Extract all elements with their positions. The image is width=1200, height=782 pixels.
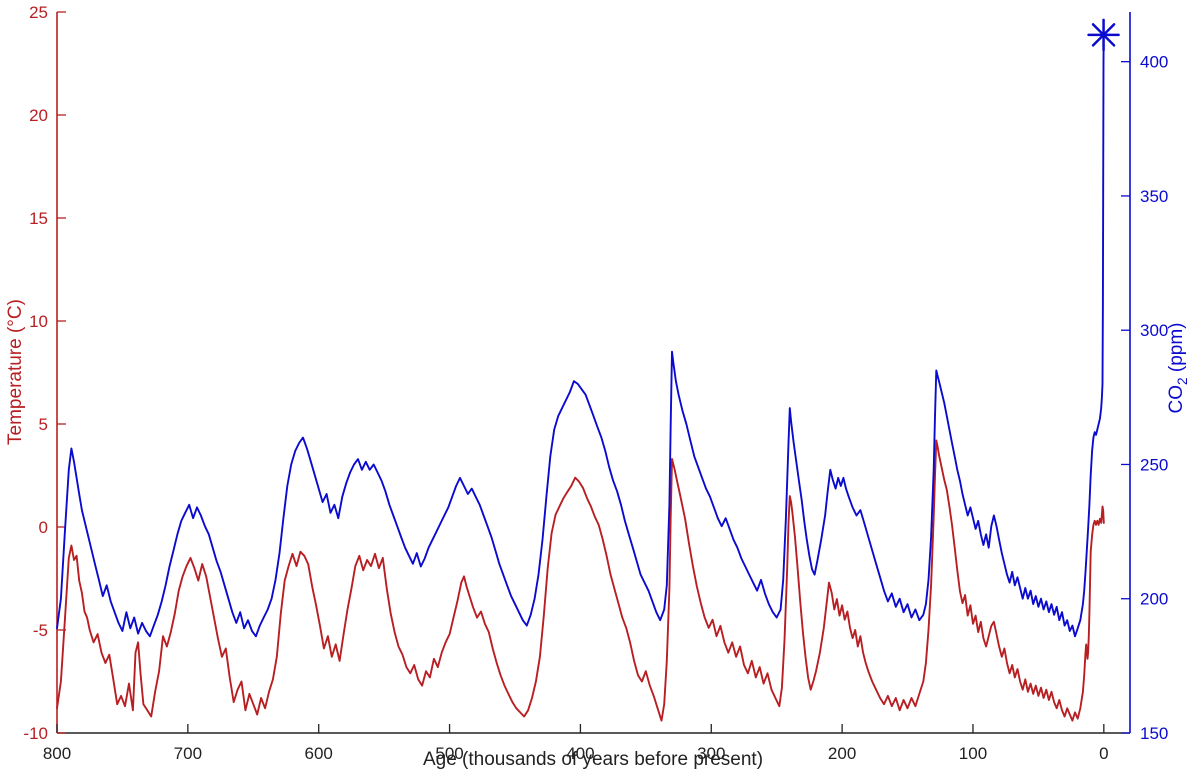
temperature-series-line xyxy=(56,439,1105,722)
left-y-tick-label: -10 xyxy=(23,724,48,743)
x-tick-label: 500 xyxy=(435,744,463,763)
x-tick-label: 600 xyxy=(305,744,333,763)
temperature-axis-title: Temperature (°C) xyxy=(5,299,26,445)
right-y-tick-label: 200 xyxy=(1140,590,1168,609)
left-y-tick-label: 5 xyxy=(39,415,48,434)
co2-axis-title-main: CO xyxy=(1166,385,1188,414)
left-y-tick-label: 15 xyxy=(29,209,48,228)
co2-axis-title: CO2 (ppm) xyxy=(1166,322,1190,413)
right-y-tick-label: 350 xyxy=(1140,187,1168,206)
x-tick-label: 800 xyxy=(43,744,71,763)
co2-axis-title-unit: (ppm) xyxy=(1166,322,1188,378)
x-tick-label: 0 xyxy=(1099,744,1108,763)
left-y-tick-label: 10 xyxy=(29,312,48,331)
left-y-tick-label: 0 xyxy=(39,518,48,537)
left-y-tick-label: 25 xyxy=(29,3,48,22)
co2-series-line xyxy=(56,47,1105,638)
co2-axis-title-subscript: 2 xyxy=(1174,377,1190,386)
modern-co2-asterisk-marker xyxy=(1091,23,1116,47)
x-axis-title: Age (thousands of years before present) xyxy=(422,749,764,770)
x-tick-label: 700 xyxy=(174,744,202,763)
right-y-tick-label: 250 xyxy=(1140,455,1168,474)
right-y-tick-label: 400 xyxy=(1140,53,1168,72)
right-y-tick-label: 300 xyxy=(1140,321,1168,340)
left-y-tick-label: 20 xyxy=(29,106,48,125)
x-tick-label: 200 xyxy=(828,744,856,763)
x-tick-label: 300 xyxy=(697,744,725,763)
right-y-tick-label: 150 xyxy=(1140,724,1168,743)
x-tick-label: 400 xyxy=(566,744,594,763)
x-tick-label: 100 xyxy=(959,744,987,763)
left-y-tick-label: -5 xyxy=(33,621,48,640)
